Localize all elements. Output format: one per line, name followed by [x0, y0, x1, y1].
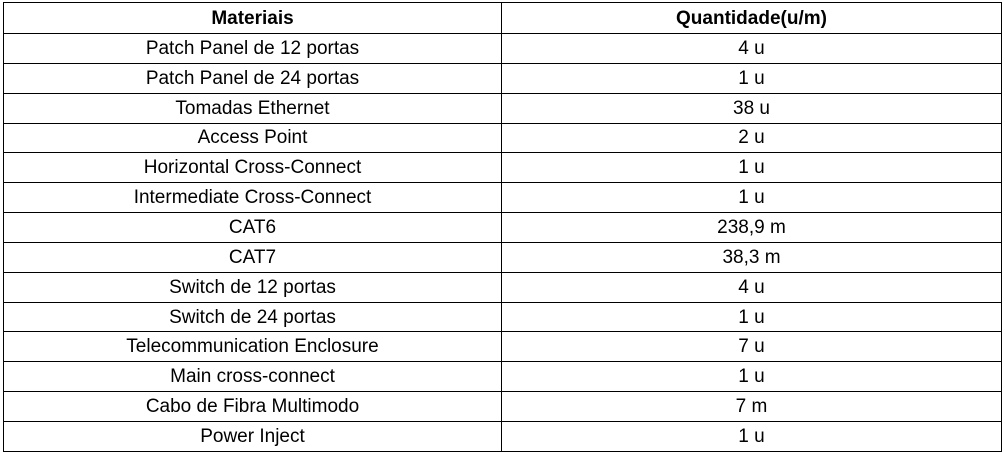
- quantity-cell: 1 u: [501, 420, 1002, 452]
- quantity-cell: 1 u: [501, 182, 1002, 214]
- material-cell: Switch de 12 portas: [3, 271, 502, 303]
- table-body: Patch Panel de 12 portas 4 u Patch Panel…: [3, 33, 1002, 452]
- quantity-cell: 7 u: [501, 331, 1002, 363]
- quantity-cell: 1 u: [501, 361, 1002, 393]
- table-row: Power Inject 1 u: [3, 420, 1002, 452]
- quantity-cell: 38,3 m: [501, 241, 1002, 273]
- material-cell: Horizontal Cross-Connect: [3, 152, 502, 184]
- material-cell: Telecommunication Enclosure: [3, 331, 502, 363]
- table-header-row: Materiais Quantidade(u/m): [3, 2, 1002, 34]
- table-row: Main cross-connect 1 u: [3, 361, 1002, 393]
- table-row: Patch Panel de 12 portas 4 u: [3, 33, 1002, 64]
- header-materials: Materiais: [3, 2, 502, 34]
- table-row: Tomadas Ethernet 38 u: [3, 92, 1002, 124]
- quantity-cell: 1 u: [501, 62, 1002, 94]
- quantity-cell: 1 u: [501, 301, 1002, 333]
- table-row: CAT6 238,9 m: [3, 212, 1002, 243]
- material-cell: CAT6: [3, 212, 502, 243]
- material-cell: Main cross-connect: [3, 361, 502, 393]
- quantity-cell: 2 u: [501, 122, 1002, 154]
- quantity-cell: 4 u: [501, 271, 1002, 303]
- material-cell: Power Inject: [3, 420, 502, 452]
- quantity-cell: 7 m: [501, 391, 1002, 422]
- table-row: Telecommunication Enclosure 7 u: [3, 331, 1002, 363]
- quantity-cell: 1 u: [501, 152, 1002, 184]
- material-cell: Cabo de Fibra Multimodo: [3, 391, 502, 422]
- table-row: CAT7 38,3 m: [3, 241, 1002, 273]
- quantity-cell: 238,9 m: [501, 212, 1002, 243]
- table-row: Switch de 12 portas 4 u: [3, 271, 1002, 303]
- quantity-cell: 4 u: [501, 33, 1002, 64]
- table-row: Access Point 2 u: [3, 122, 1002, 154]
- table-row: Horizontal Cross-Connect 1 u: [3, 152, 1002, 184]
- material-cell: Access Point: [3, 122, 502, 154]
- material-cell: Intermediate Cross-Connect: [3, 182, 502, 214]
- material-cell: Tomadas Ethernet: [3, 92, 502, 124]
- materials-table: Materiais Quantidade(u/m) Patch Panel de…: [3, 2, 1002, 452]
- material-cell: Patch Panel de 12 portas: [3, 33, 502, 64]
- table-row: Patch Panel de 24 portas 1 u: [3, 62, 1002, 94]
- header-quantity: Quantidade(u/m): [501, 2, 1002, 34]
- material-cell: Switch de 24 portas: [3, 301, 502, 333]
- material-cell: CAT7: [3, 241, 502, 273]
- table-row: Intermediate Cross-Connect 1 u: [3, 182, 1002, 214]
- material-cell: Patch Panel de 24 portas: [3, 62, 502, 94]
- table-row: Cabo de Fibra Multimodo 7 m: [3, 391, 1002, 422]
- table-row: Switch de 24 portas 1 u: [3, 301, 1002, 333]
- quantity-cell: 38 u: [501, 92, 1002, 124]
